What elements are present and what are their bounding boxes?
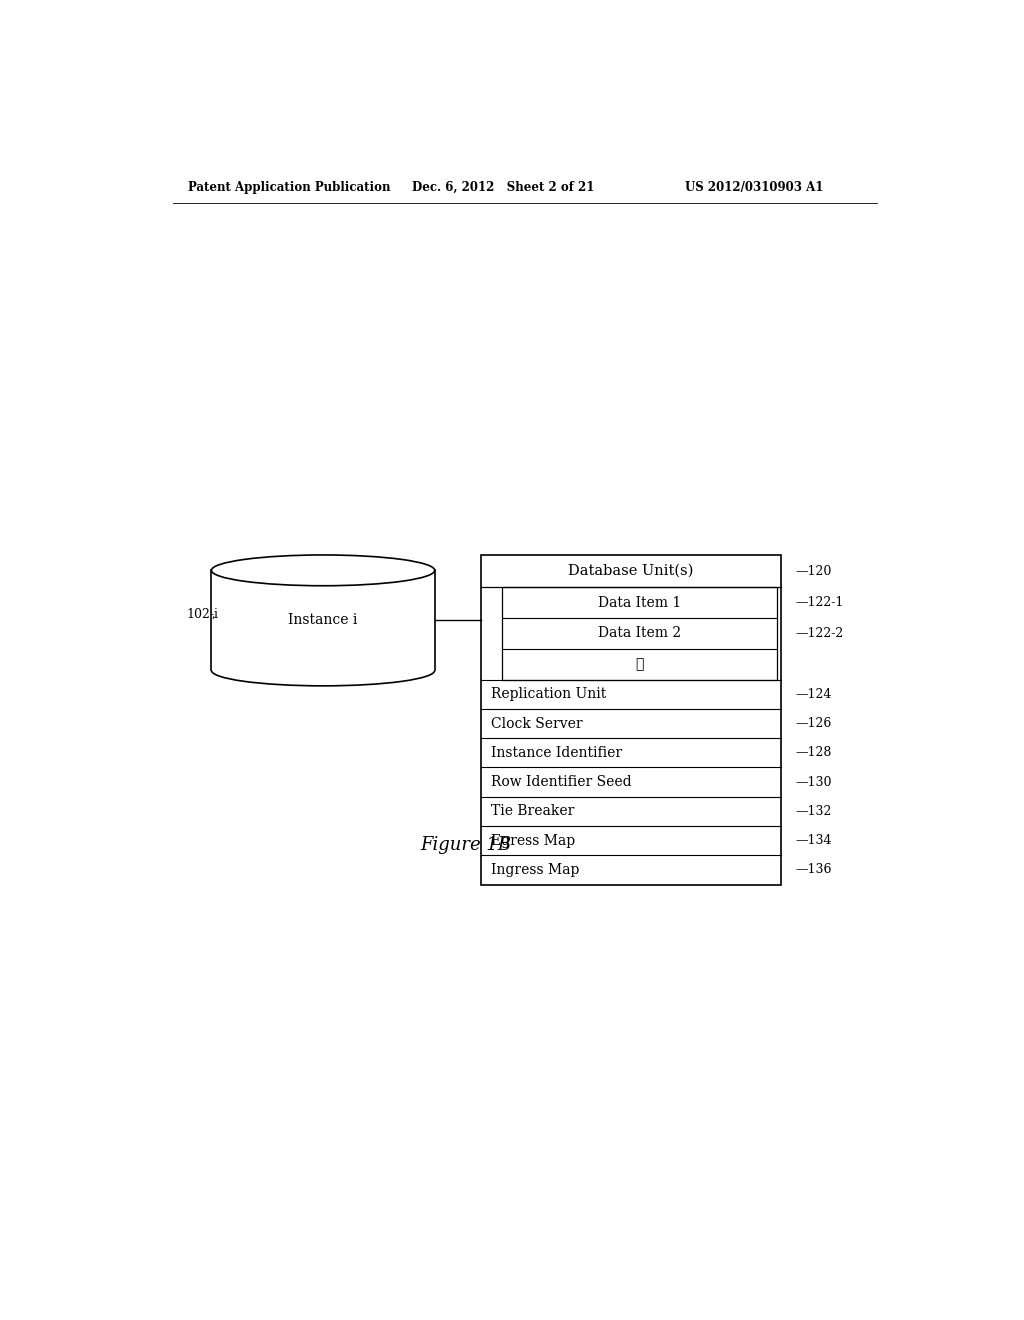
Bar (503, 587, 777, 680)
Text: US 2012/0310903 A1: US 2012/0310903 A1 (685, 181, 823, 194)
Text: Data Item 1: Data Item 1 (598, 595, 682, 610)
Text: —120: —120 (795, 565, 831, 578)
Text: Dec. 6, 2012   Sheet 2 of 21: Dec. 6, 2012 Sheet 2 of 21 (412, 181, 594, 194)
Bar (481, 554, 781, 884)
Text: —122-2: —122-2 (795, 627, 844, 640)
Text: Tie Breaker: Tie Breaker (490, 804, 574, 818)
Text: Ingress Map: Ingress Map (490, 863, 580, 876)
Text: Egress Map: Egress Map (490, 834, 575, 847)
Text: —136: —136 (795, 863, 831, 876)
Text: 102-i: 102-i (186, 607, 218, 620)
Text: Figure 1B: Figure 1B (420, 837, 511, 854)
Text: ⋮: ⋮ (636, 657, 644, 672)
Text: —124: —124 (795, 688, 831, 701)
Text: Instance i: Instance i (289, 614, 357, 627)
Text: Replication Unit: Replication Unit (490, 688, 606, 701)
Text: Patent Application Publication: Patent Application Publication (188, 181, 391, 194)
Text: Row Identifier Seed: Row Identifier Seed (490, 775, 632, 789)
Text: Instance Identifier: Instance Identifier (490, 746, 622, 760)
Text: Data Item 2: Data Item 2 (598, 627, 682, 640)
Text: —134: —134 (795, 834, 831, 847)
Text: —130: —130 (795, 776, 831, 788)
Text: —122-1: —122-1 (795, 597, 844, 610)
Text: Clock Server: Clock Server (490, 717, 583, 730)
Text: —126: —126 (795, 717, 831, 730)
Text: Database Unit(s): Database Unit(s) (568, 564, 693, 578)
Text: —128: —128 (795, 746, 831, 759)
Text: —132: —132 (795, 805, 831, 818)
